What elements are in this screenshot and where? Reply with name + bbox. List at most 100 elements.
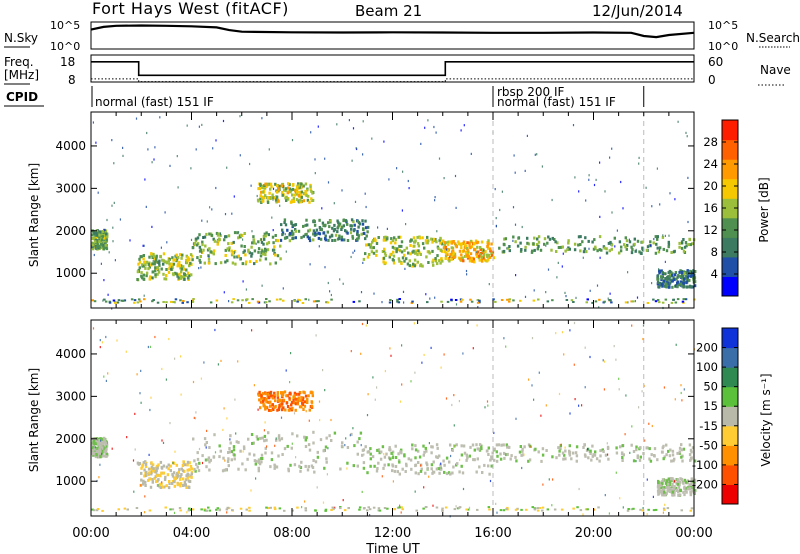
noise-cell — [134, 448, 136, 451]
ground-cell — [324, 508, 328, 511]
heatmap-cell — [555, 250, 558, 253]
heatmap-cell — [287, 182, 290, 186]
ground-cell — [123, 507, 127, 510]
heatmap-cell — [273, 391, 276, 395]
heatmap-cell — [188, 468, 191, 472]
noise-cell — [260, 238, 262, 241]
heatmap-cell — [195, 462, 198, 466]
noise-cell — [486, 400, 489, 403]
heatmap-cell — [297, 182, 300, 186]
heatmap-cell — [499, 452, 502, 456]
heatmap-cell — [527, 459, 530, 463]
ground-cell — [572, 301, 575, 303]
heatmap-cell — [95, 240, 99, 244]
heatmap-cell — [495, 459, 499, 463]
heatmap-cell — [284, 223, 288, 227]
heatmap-cell — [271, 396, 274, 400]
heatmap-cell — [312, 219, 316, 223]
heatmap-cell — [305, 232, 308, 236]
heatmap-cell — [575, 454, 579, 458]
noise-cell — [98, 476, 100, 479]
heatmap-cell — [493, 458, 496, 462]
heatmap-cell — [275, 438, 278, 442]
heatmap-cell — [325, 436, 328, 440]
heatmap-cell — [668, 285, 671, 289]
heatmap-cell — [311, 391, 314, 395]
noise-cell — [92, 327, 95, 330]
heatmap-cell — [289, 190, 292, 194]
noise-cell — [429, 297, 431, 300]
heatmap-cell — [592, 453, 595, 457]
heatmap-cell — [310, 197, 313, 201]
heatmap-cell — [96, 247, 99, 251]
noise-cell — [113, 201, 115, 204]
ground-cell — [388, 301, 392, 304]
heatmap-cell — [285, 199, 288, 202]
noise-cell — [403, 301, 405, 304]
noise-cell — [615, 358, 617, 361]
heatmap-cell — [204, 443, 207, 447]
heatmap-cell — [97, 453, 100, 457]
heatmap-cell — [273, 405, 276, 409]
noise-cell — [159, 116, 161, 119]
noise-cell — [584, 386, 586, 389]
noise-cell — [133, 490, 135, 493]
noise-cell — [531, 384, 533, 387]
heatmap-cell — [231, 261, 235, 265]
heatmap-cell — [251, 241, 254, 245]
heatmap-cell — [156, 272, 159, 276]
ground-cell — [120, 299, 124, 302]
heatmap-cell — [224, 260, 227, 264]
heatmap-cell — [486, 255, 489, 258]
heatmap-cell — [682, 284, 686, 288]
ground-cell — [508, 298, 511, 301]
heatmap-cell — [431, 260, 434, 264]
heatmap-cell — [567, 246, 570, 250]
noise-cell — [352, 127, 355, 130]
heatmap-cell — [310, 400, 314, 404]
heatmap-cell — [189, 464, 193, 468]
heatmap-cell — [304, 400, 307, 404]
heatmap-cell — [678, 245, 681, 249]
heatmap-cell — [178, 264, 182, 268]
noise-cell — [342, 282, 344, 285]
heatmap-cell — [244, 253, 247, 257]
noise-cell — [327, 281, 329, 285]
noise-cell — [593, 183, 596, 187]
beam-label: Beam 21 — [355, 2, 422, 20]
heatmap-cell — [224, 254, 227, 257]
noise-cell — [528, 378, 530, 381]
heatmap-cell — [258, 398, 261, 402]
heatmap-cell — [104, 229, 108, 233]
ground-cell — [570, 299, 574, 302]
heatmap-cell — [150, 461, 153, 465]
heatmap-cell — [100, 437, 103, 441]
heatmap-cell — [475, 443, 478, 447]
heatmap-cell — [141, 465, 144, 469]
heatmap-cell — [264, 234, 267, 238]
heatmap-cell — [227, 451, 230, 454]
heatmap-cell — [384, 254, 387, 257]
noise-cell — [165, 378, 167, 381]
ground-cell — [672, 298, 675, 301]
heatmap-cell — [446, 249, 450, 253]
noise-cell — [365, 324, 367, 327]
noise-cell — [362, 120, 364, 123]
ground-cell — [164, 506, 167, 509]
noise-cell — [351, 159, 353, 162]
heatmap-cell — [564, 249, 567, 253]
heatmap-cell — [568, 449, 571, 453]
heatmap-cell — [269, 465, 272, 469]
heatmap-cell — [623, 243, 626, 247]
heatmap-cell — [600, 248, 603, 252]
noise-cell — [186, 511, 188, 514]
heatmap-cell — [250, 433, 254, 436]
noise-cell — [314, 158, 316, 161]
heatmap-cell — [362, 227, 365, 231]
heatmap-cell — [351, 234, 354, 238]
heatmap-cell — [438, 259, 441, 263]
heatmap-cell — [605, 251, 609, 255]
noise-cell — [176, 155, 178, 158]
ground-cell — [506, 506, 509, 509]
heatmap-cell — [190, 273, 193, 277]
